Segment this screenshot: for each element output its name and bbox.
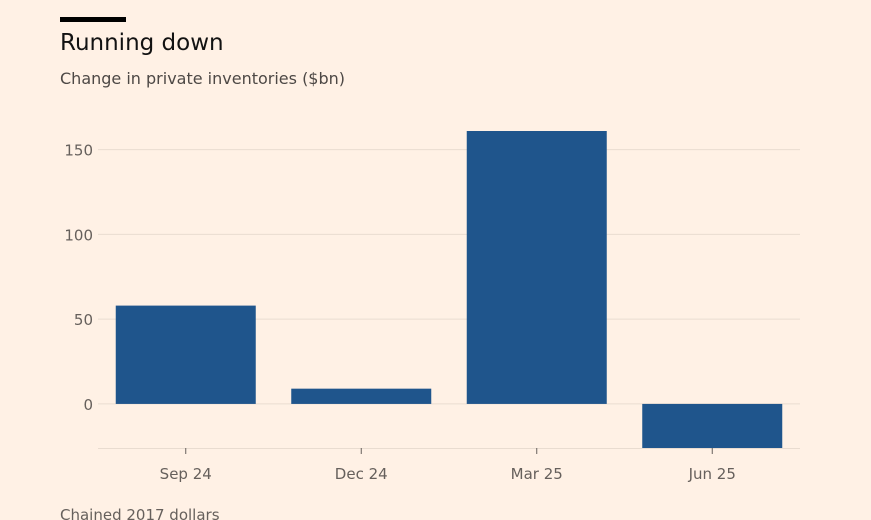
bar-jun-25 bbox=[642, 403, 783, 448]
y-axis-ticks: 0 50 100 150 bbox=[64, 142, 93, 414]
chart-subtitle: Change in private inventories ($bn) bbox=[60, 69, 346, 88]
x-tick-label: Sep 24 bbox=[160, 465, 212, 483]
y-tick-label: 150 bbox=[64, 142, 93, 160]
header-accent-bar bbox=[60, 17, 126, 22]
chart-title: Running down bbox=[60, 30, 224, 56]
bar-dec-24 bbox=[291, 388, 432, 404]
y-tick-label: 50 bbox=[74, 311, 93, 329]
x-tick-label: Jun 25 bbox=[688, 465, 736, 483]
bars bbox=[115, 131, 783, 448]
footnote: Chained 2017 dollars bbox=[60, 506, 220, 520]
x-tick-label: Dec 24 bbox=[335, 465, 388, 483]
x-tick-label: Mar 25 bbox=[511, 465, 563, 483]
bar-mar-25 bbox=[466, 131, 607, 404]
bar-chart: 0 50 100 150 Sep 24 Dec 24 Mar 25 Jun 25 bbox=[64, 131, 800, 483]
y-tick-label: 100 bbox=[64, 226, 93, 244]
y-tick-label: 0 bbox=[83, 396, 93, 414]
bar-sep-24 bbox=[115, 305, 256, 404]
x-axis: Sep 24 Dec 24 Mar 25 Jun 25 bbox=[98, 448, 800, 483]
